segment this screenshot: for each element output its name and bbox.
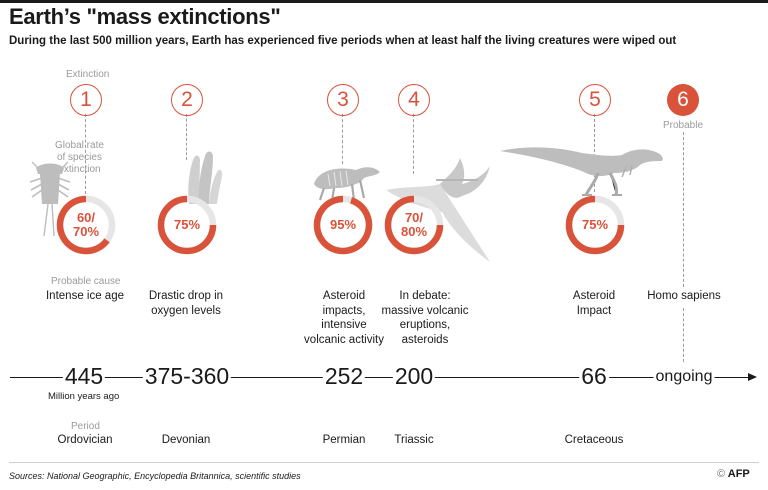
extinction-5-badge: 5 xyxy=(579,84,611,116)
rate-value-1-line2: 70% xyxy=(72,224,100,239)
extinction-6-badge: 6 xyxy=(667,84,699,116)
date-3: 252 xyxy=(322,361,366,391)
connector-3 xyxy=(342,114,343,164)
rate-value-3: 95% xyxy=(329,217,357,232)
rate-gauge-3 xyxy=(313,195,373,255)
period-5: Cretaceous xyxy=(564,434,624,446)
cause-3-line1: Asteroid xyxy=(322,290,366,302)
date-4: 200 xyxy=(392,361,436,391)
million-years-ago-label: Million years ago xyxy=(48,391,120,402)
trilobite-icon xyxy=(29,161,71,237)
cause-2-line2: oxygen levels xyxy=(151,304,221,317)
cause-1-line1: Intense ice age xyxy=(45,290,125,302)
footer-rule xyxy=(9,462,759,463)
timeline-arrow-icon xyxy=(748,373,757,381)
cause-4-line3: eruptions, xyxy=(399,319,451,331)
extinction-3-badge: 3 xyxy=(327,84,359,116)
date-6: ongoing xyxy=(653,366,715,388)
connector-6 xyxy=(683,132,684,287)
cause-6: Homo sapiens xyxy=(647,289,721,304)
cause-4-line4: asteroids xyxy=(401,333,449,346)
period-4: Triassic xyxy=(394,434,434,446)
page-title: Earth’s "mass extinctions" xyxy=(9,4,281,29)
cause-4-line2: massive volcanic xyxy=(381,304,469,317)
rate-gauge-2 xyxy=(157,195,217,255)
coral-fossil-icon xyxy=(188,151,223,204)
reptile-skeleton-icon xyxy=(314,167,380,202)
afp-logo: © AFP xyxy=(717,468,750,480)
rate-gauge-4 xyxy=(384,195,444,255)
sources-note: Sources: National Geographic, Encycloped… xyxy=(9,471,301,481)
period-label: Period xyxy=(71,421,100,432)
afp-credit: AFP xyxy=(727,468,750,480)
cause-1: Intense ice age xyxy=(46,289,124,304)
extinction-label: Extinction xyxy=(66,69,110,80)
cause-5-line2: Impact xyxy=(576,304,612,317)
period-3: Permian xyxy=(322,434,366,446)
rate-gauge-1 xyxy=(56,195,116,255)
copyright-mark: © xyxy=(717,468,726,480)
period-1: Ordovician xyxy=(57,434,113,446)
connector-5 xyxy=(594,114,595,192)
rate-label: Global rate of species extinction xyxy=(55,140,104,176)
extinction-1-badge: 1 xyxy=(70,84,102,116)
connector-6-lower xyxy=(683,308,684,362)
timeline-axis xyxy=(10,377,755,378)
rate-value-4-line2: 80% xyxy=(400,224,428,239)
gauge-arc xyxy=(157,195,217,255)
rate-value-1: 60/ 70% xyxy=(60,211,112,239)
probable-label: Probable xyxy=(663,120,704,131)
date-5: 66 xyxy=(579,361,609,391)
pterosaur-icon xyxy=(386,158,490,262)
extinction-2-badge: 2 xyxy=(171,84,203,116)
gauge-arc xyxy=(313,195,373,255)
date-1: 445 xyxy=(62,361,106,391)
rate-value-2: 75% xyxy=(173,217,201,232)
top-rule xyxy=(0,0,768,3)
cause-4: In debate: massive volcanic eruptions, a… xyxy=(382,289,469,347)
cause-3-line3: intensive xyxy=(321,319,367,331)
gauge-arc xyxy=(56,195,110,255)
extinction-4-badge: 4 xyxy=(398,84,430,116)
date-2: 375-360 xyxy=(142,361,232,391)
dinosaur-skeleton-icon xyxy=(500,147,663,196)
connector-2 xyxy=(186,114,187,160)
rate-value-4-line1: 70/ xyxy=(404,210,424,225)
rate-label-line3: extinction xyxy=(58,164,101,175)
cause-2: Drastic drop in oxygen levels xyxy=(149,289,223,318)
rate-label-line1: Global rate xyxy=(55,140,104,151)
rate-gauge-5 xyxy=(565,195,625,255)
page-subtitle: During the last 500 million years, Earth… xyxy=(9,35,677,47)
rate-value-4: 70/ 80% xyxy=(388,211,440,239)
cause-6-line1: Homo sapiens xyxy=(647,290,721,302)
gauge-arc xyxy=(384,195,444,255)
probable-cause-label: Probable cause xyxy=(51,276,121,287)
gauge-arc xyxy=(565,195,625,255)
cause-3: Asteroid impacts, intensive volcanic act… xyxy=(304,289,384,347)
connector-4 xyxy=(413,114,414,174)
cause-5-line1: Asteroid xyxy=(572,290,616,302)
rate-value-1-line1: 60/ xyxy=(76,210,96,225)
cause-3-line2: impacts, xyxy=(322,304,366,317)
cause-4-line1: In debate: xyxy=(399,290,451,302)
connector-1 xyxy=(85,114,86,194)
rate-value-5: 75% xyxy=(581,217,609,232)
cause-3-line4: volcanic activity xyxy=(304,333,384,346)
cause-2-line1: Drastic drop in xyxy=(148,290,224,302)
cause-5: Asteroid Impact xyxy=(573,289,615,318)
rate-label-line2: of species xyxy=(56,152,102,163)
period-2: Devonian xyxy=(161,434,211,446)
